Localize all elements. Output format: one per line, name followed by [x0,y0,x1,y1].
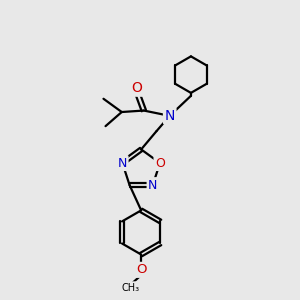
Text: N: N [164,109,175,123]
Text: O: O [131,81,142,95]
Text: N: N [118,157,127,169]
Text: O: O [155,157,165,169]
Text: O: O [136,263,146,276]
Text: CH₃: CH₃ [122,283,140,292]
Text: N: N [148,178,158,192]
